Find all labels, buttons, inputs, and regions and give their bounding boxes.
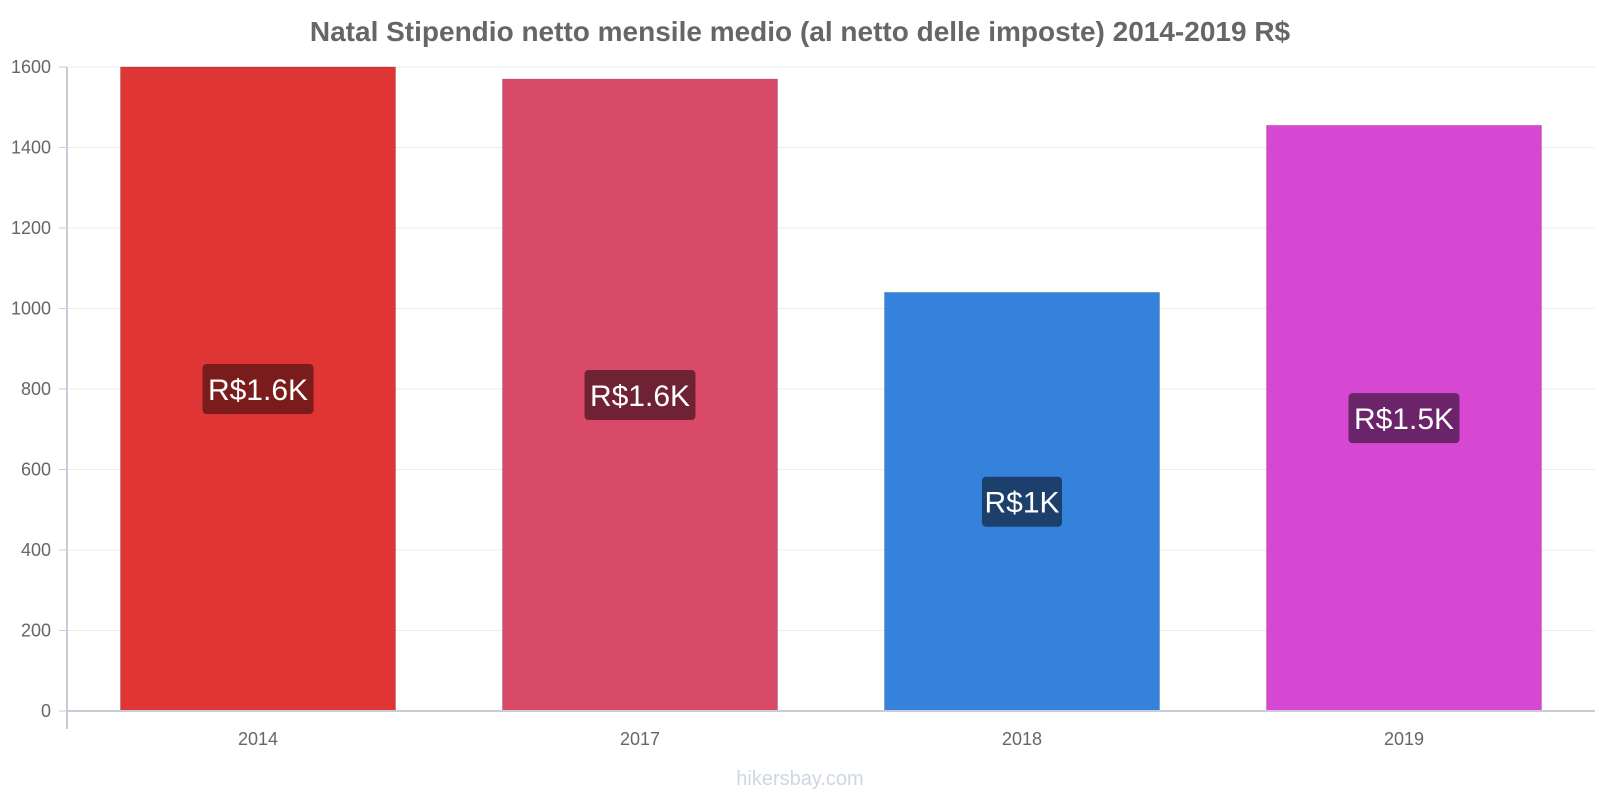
y-tick-label: 800 [21, 379, 51, 399]
x-tick-label: 2014 [238, 729, 278, 749]
data-label-badge [1348, 393, 1460, 444]
data-label: R$1.6K [208, 374, 308, 407]
y-tick-label: 1400 [11, 138, 51, 158]
data-label: R$1K [984, 487, 1059, 520]
x-tick-label: 2019 [1384, 729, 1424, 749]
y-tick-label: 400 [21, 540, 51, 560]
x-tick-label: 2018 [1002, 729, 1042, 749]
y-tick-label: 0 [41, 701, 51, 721]
x-tick-label: 2017 [620, 729, 660, 749]
data-label-badge [584, 370, 696, 421]
y-tick-label: 200 [21, 621, 51, 641]
y-tick-label: 1600 [11, 57, 51, 77]
y-tick-label: 1000 [11, 299, 51, 319]
y-tick-label: 1200 [11, 218, 51, 238]
data-label-badge [202, 364, 314, 414]
y-tick-label: 600 [21, 460, 51, 480]
axes: 0 200 400 600 800 1000 1200 1400 1600 2014 2017 201… [11, 57, 1595, 749]
data-labels: R$1.6K R$1.6K R$1K R$1.5K [202, 364, 1460, 527]
watermark: hikersbay.com [736, 768, 864, 790]
data-label: R$1.6K [590, 380, 690, 413]
chart-title: Natal Stipendio netto mensile medio (al … [309, 16, 1291, 47]
data-label-badge [982, 476, 1062, 527]
data-label: R$1.5K [1354, 403, 1454, 436]
